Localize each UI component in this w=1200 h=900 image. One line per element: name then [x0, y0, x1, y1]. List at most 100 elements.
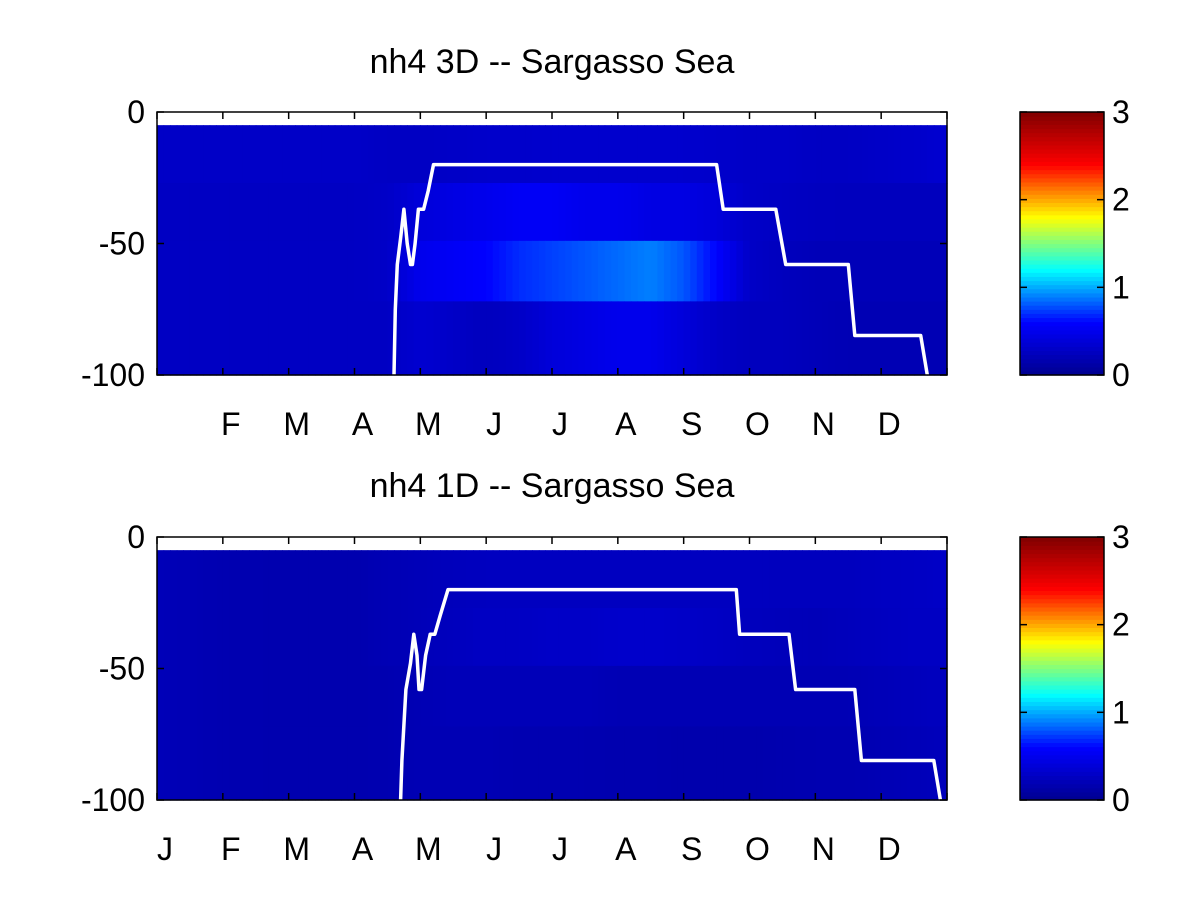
heatmap-cell: [821, 240, 830, 302]
heatmap-cell: [321, 665, 329, 727]
heatmap-cell: [433, 125, 441, 184]
colorbar-cell: [1020, 284, 1104, 290]
heatmap-cell: [288, 301, 296, 376]
heatmap-cell: [657, 125, 665, 184]
heatmap-cell: [848, 608, 856, 667]
heatmap-cell: [637, 665, 645, 727]
heatmap-cell: [769, 125, 777, 184]
heatmap-row: [157, 726, 948, 801]
heatmap-cell: [782, 665, 790, 727]
heatmap-cell: [841, 301, 849, 376]
heatmap-cell: [874, 726, 882, 801]
heatmap-cell: [486, 183, 494, 242]
heatmap-cell: [677, 240, 685, 302]
heatmap-cell: [189, 240, 198, 302]
heatmap-cell: [894, 125, 902, 184]
heatmap-cell: [440, 240, 448, 302]
heatmap-cell: [795, 183, 803, 242]
heatmap-cell: [275, 183, 283, 242]
heatmap-cell: [927, 125, 935, 184]
heatmap-cell: [716, 550, 724, 609]
heatmap-cell: [315, 125, 323, 184]
heatmap-cell: [868, 726, 876, 801]
heatmap-cell: [927, 550, 935, 609]
heatmap-cell: [808, 240, 816, 302]
heatmap-cell: [170, 726, 178, 801]
heatmap-cell: [209, 301, 217, 376]
heatmap-cell: [242, 125, 250, 184]
heatmap-cell: [203, 665, 211, 727]
colorbar-cell: [1020, 112, 1104, 117]
heatmap-cell: [400, 240, 408, 302]
heatmap-cell: [170, 301, 178, 376]
heatmap-cell: [808, 726, 816, 801]
colorbar-cell: [1020, 288, 1104, 294]
heatmap-cell: [426, 665, 435, 727]
heatmap-cell: [677, 550, 685, 609]
heatmap-cell: [670, 301, 678, 376]
heatmap-cell: [861, 608, 869, 667]
heatmap-cell: [420, 726, 428, 801]
heatmap-cell: [696, 301, 705, 376]
heatmap-cell: [242, 550, 250, 609]
heatmap-cell: [538, 301, 547, 376]
heatmap-cell: [321, 240, 329, 302]
colorbar-cell: [1020, 161, 1104, 167]
chart-panel-top: nh4 3D -- Sargasso Sea 0 -50 -100 F M A M J J A S O…: [81, 43, 1130, 442]
heatmap-cell: [380, 240, 389, 302]
heatmap-cell: [881, 125, 889, 184]
x-tick-label: O: [745, 831, 770, 867]
heatmap-cell: [808, 608, 816, 667]
heatmap-cell: [663, 125, 672, 184]
colorbar-cell: [1020, 553, 1104, 559]
heatmap-cell: [723, 125, 731, 184]
heatmap-cell: [374, 608, 382, 667]
colorbar-cell: [1020, 255, 1104, 261]
heatmap-cell: [868, 608, 876, 667]
heatmap-cell: [854, 726, 863, 801]
heatmap-cell: [696, 608, 705, 667]
heatmap-cell: [512, 125, 520, 184]
heatmap-cell: [407, 608, 415, 667]
heatmap-cell: [874, 183, 882, 242]
heatmap-cell: [308, 726, 316, 801]
heatmap-cell: [677, 726, 685, 801]
heatmap-cell: [236, 301, 244, 376]
heatmap-cell: [229, 125, 237, 184]
colorbar-cell: [1020, 264, 1104, 269]
heatmap-cell: [473, 183, 481, 242]
heatmap-cell: [209, 550, 217, 609]
heatmap-cell: [499, 726, 507, 801]
heatmap-cell: [407, 240, 415, 302]
heatmap-cell: [525, 125, 533, 184]
heatmap-cell: [334, 550, 342, 609]
heatmap-cell: [907, 665, 915, 727]
x-tick-label: A: [352, 831, 374, 867]
heatmap-cell: [663, 608, 672, 667]
heatmap-cell: [631, 665, 639, 727]
colorbar-cell: [1020, 578, 1104, 583]
colorbar-cell: [1020, 573, 1104, 579]
heatmap-cell: [716, 726, 724, 801]
heatmap-cell: [262, 183, 270, 242]
heatmap-cell: [611, 183, 619, 242]
heatmap-cell: [631, 125, 639, 184]
heatmap-cell: [920, 665, 928, 727]
heatmap-cell: [347, 183, 356, 242]
heatmap-cell: [440, 183, 448, 242]
heatmap-cell: [512, 665, 520, 727]
heatmap-cell: [742, 726, 751, 801]
heatmap-cell: [183, 301, 191, 376]
heatmap-cell: [723, 550, 731, 609]
heatmap-cell: [637, 125, 645, 184]
heatmap-cell: [762, 240, 770, 302]
heatmap-cell: [558, 550, 566, 609]
heatmap-cell: [762, 726, 770, 801]
heatmap-cell: [644, 183, 652, 242]
heatmap-cell: [413, 240, 421, 302]
heatmap-cell: [315, 301, 323, 376]
heatmap-cell: [387, 608, 395, 667]
heatmap-cell: [361, 608, 369, 667]
colorbar-cell: [1020, 557, 1104, 563]
colorbar-cell: [1020, 656, 1104, 661]
